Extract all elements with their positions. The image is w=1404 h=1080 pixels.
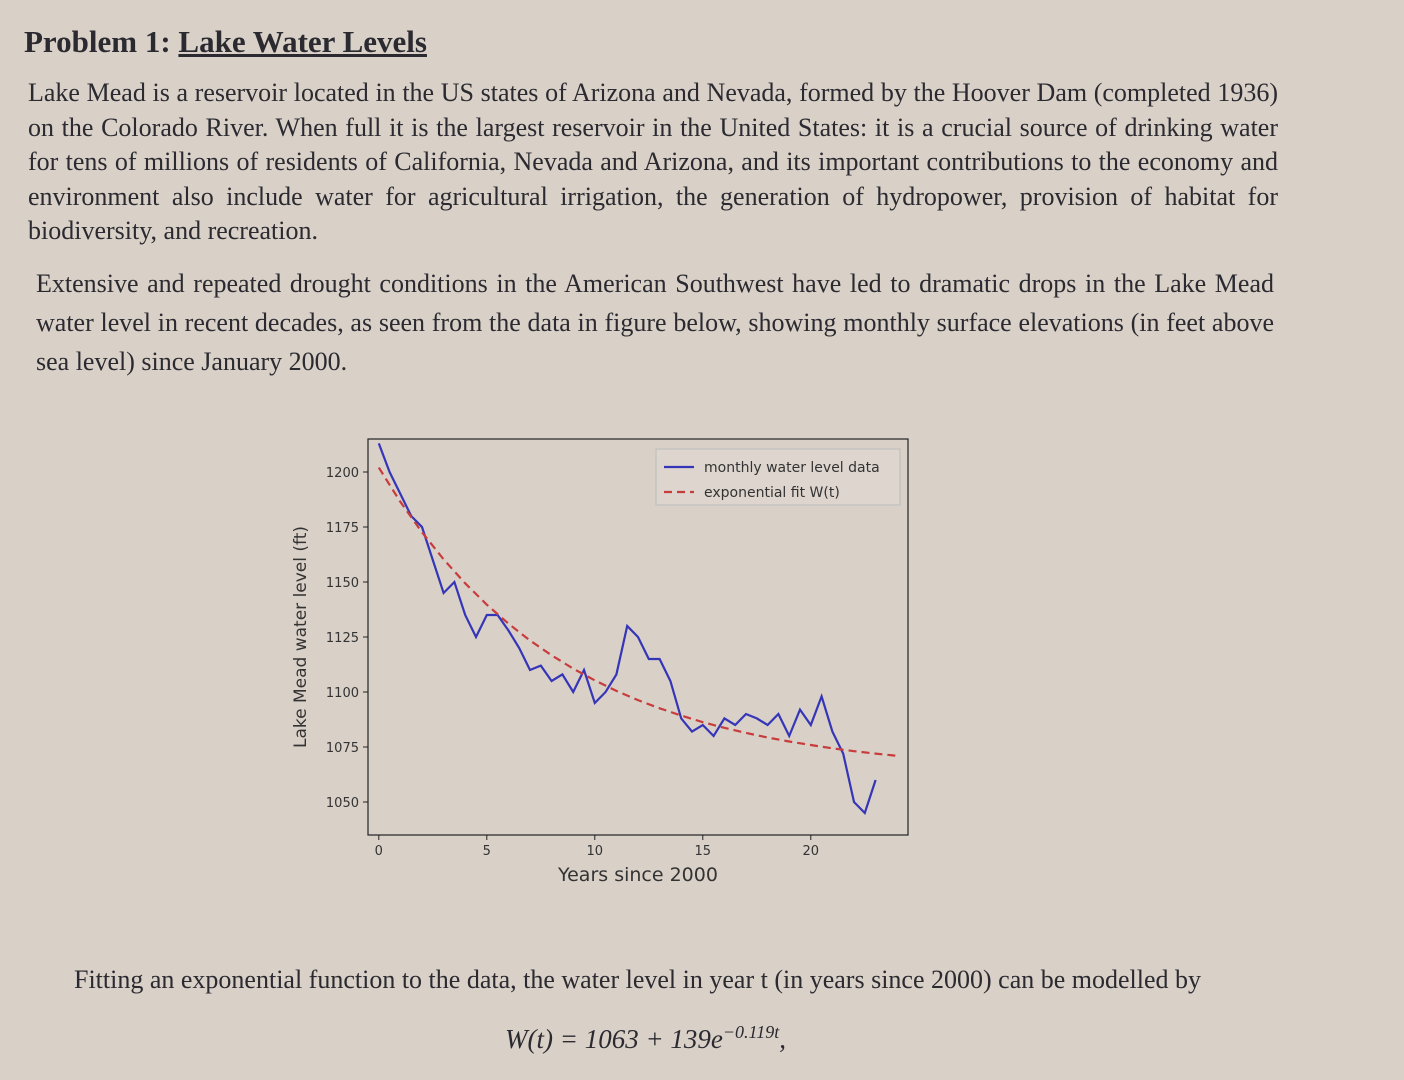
y-tick-label: 1200 [326, 466, 359, 481]
y-tick-label: 1075 [326, 741, 359, 756]
x-tick-label: 5 [483, 844, 491, 859]
chart: 0 5 10 15 20 1050 1075 1100 1125 1150 1175 1200 Year… [291, 438, 909, 886]
x-tick-label: 15 [695, 844, 712, 859]
legend-label: monthly water level data [704, 460, 880, 476]
y-tick-label: 1175 [326, 521, 359, 536]
problem-title: Lake Water Levels [178, 24, 427, 59]
x-tick-label: 10 [587, 844, 604, 859]
y-tick-label: 1150 [326, 576, 359, 591]
legend-box [655, 448, 901, 506]
equation-main: W(t) = 1063 + 139e [505, 1024, 723, 1054]
y-tick-label: 1125 [326, 631, 359, 646]
paragraph: Fitting an exponential function to the d… [74, 965, 1202, 994]
x-tick-label: 0 [375, 844, 383, 859]
paragraph: Lake Mead is a reservoir located in the … [28, 78, 1278, 245]
series-line [377, 443, 877, 816]
x-axis-label: Years since 2000 [557, 864, 718, 886]
y-tick-label: 1100 [326, 686, 359, 701]
heading: Problem 1: Lake Water Levels [24, 24, 427, 60]
equation-end: , [779, 1024, 786, 1054]
equation-exponent: −0.119t [722, 1022, 780, 1042]
problem-number: Problem 1: [24, 24, 171, 59]
x-tick-label: 20 [803, 844, 820, 859]
series-line [377, 467, 898, 757]
equation: W(t) = 1063 + 139e−0.119t, [505, 1022, 786, 1055]
y-axis-label: Lake Mead water level (ft) [291, 526, 311, 748]
legend-label: exponential fit W(t) [704, 485, 840, 501]
paragraph: Extensive and repeated drought condition… [36, 269, 1274, 376]
y-tick-label: 1050 [326, 796, 359, 811]
